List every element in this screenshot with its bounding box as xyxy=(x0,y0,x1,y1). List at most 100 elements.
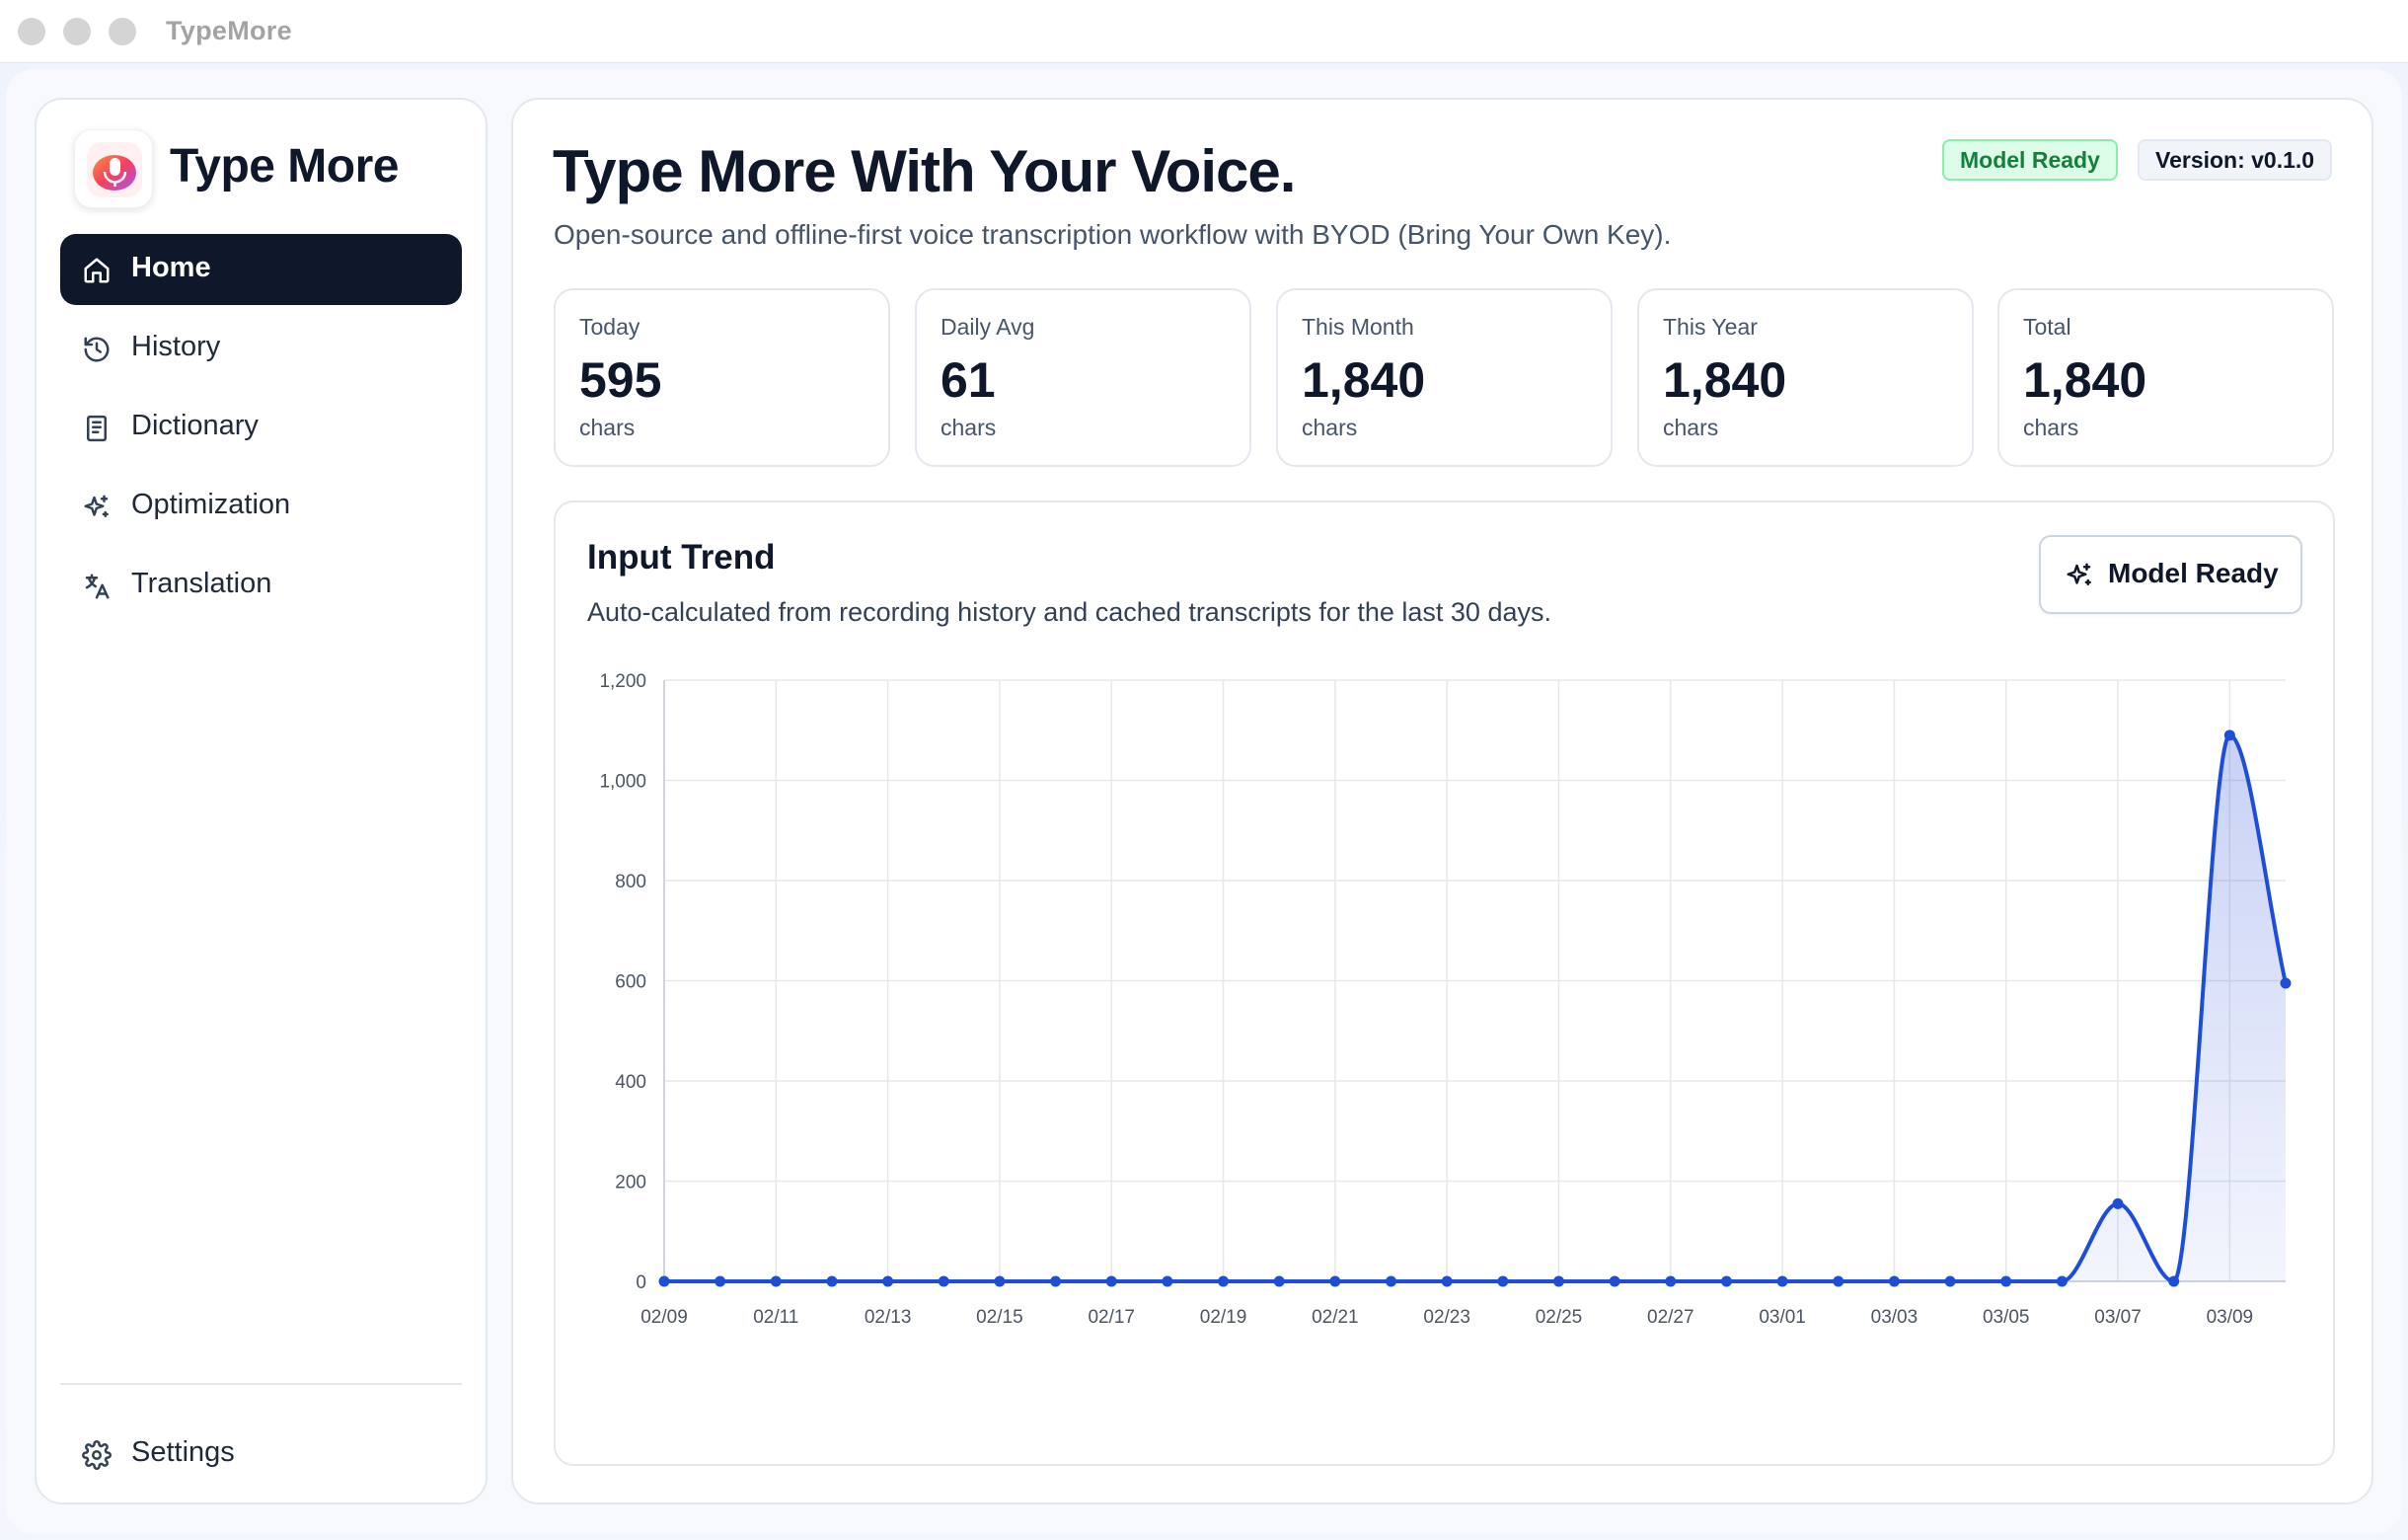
data-point xyxy=(1665,1275,1677,1287)
sidebar-item-history[interactable]: History xyxy=(60,313,462,384)
sidebar-item-dictionary[interactable]: Dictionary xyxy=(60,392,462,463)
page-title: Type More With Your Voice. xyxy=(553,138,1296,204)
stat-card-total: Total 1,840 chars xyxy=(1997,288,2334,467)
page-subtitle: Open-source and offline-first voice tran… xyxy=(554,219,1672,250)
stat-value: 1,840 xyxy=(1302,352,1426,408)
stat-card-daily-avg: Daily Avg 61 chars xyxy=(915,288,1251,467)
window-titlebar: TypeMore xyxy=(0,0,2408,63)
y-tick-label: 1,200 xyxy=(599,671,646,692)
data-point xyxy=(770,1275,782,1287)
app-logo xyxy=(74,129,153,208)
stat-unit: chars xyxy=(941,415,997,440)
data-point xyxy=(1386,1275,1397,1287)
x-tick-label: 03/07 xyxy=(2094,1307,2142,1328)
data-point xyxy=(1105,1275,1117,1287)
home-icon xyxy=(84,258,110,283)
microphone-logo-icon xyxy=(87,142,142,197)
x-tick-label: 02/21 xyxy=(1312,1307,1359,1328)
stat-label: This Year xyxy=(1663,314,1758,340)
series-area xyxy=(664,734,2286,1281)
data-point xyxy=(2000,1275,2012,1287)
version-badge: Version: v0.1.0 xyxy=(2138,139,2333,181)
y-tick-label: 200 xyxy=(615,1173,646,1194)
y-tick-label: 0 xyxy=(636,1272,646,1293)
data-point xyxy=(2280,977,2292,989)
stat-label: Daily Avg xyxy=(941,314,1035,340)
trend-title: Input Trend xyxy=(587,538,776,577)
data-point xyxy=(1944,1275,1956,1287)
x-tick-label: 02/09 xyxy=(640,1307,688,1328)
model-ready-button[interactable]: Model Ready xyxy=(2039,535,2302,614)
stat-label: This Month xyxy=(1302,314,1414,340)
data-point xyxy=(1497,1275,1509,1287)
model-status-badge: Model Ready xyxy=(1942,139,2118,181)
data-point xyxy=(1776,1275,1788,1287)
stat-value: 1,840 xyxy=(1663,352,1787,408)
x-tick-label: 02/11 xyxy=(753,1307,798,1328)
data-point xyxy=(1162,1275,1173,1287)
x-tick-label: 02/27 xyxy=(1647,1307,1694,1328)
x-tick-label: 02/17 xyxy=(1088,1307,1135,1328)
book-icon xyxy=(87,415,107,442)
stat-unit: chars xyxy=(1663,415,1719,440)
minimize-window-button[interactable] xyxy=(63,18,91,45)
stat-label: Today xyxy=(579,314,640,340)
data-point xyxy=(2056,1275,2068,1287)
x-tick-label: 03/09 xyxy=(2207,1307,2254,1328)
stat-label: Total xyxy=(2023,314,2071,340)
data-point xyxy=(1609,1275,1620,1287)
stat-value: 595 xyxy=(579,352,662,408)
x-tick-label: 02/25 xyxy=(1536,1307,1583,1328)
sidebar-item-home[interactable]: Home xyxy=(60,234,462,305)
app-name: Type More xyxy=(170,140,399,192)
window-title: TypeMore xyxy=(166,16,292,45)
data-point xyxy=(882,1275,894,1287)
sidebar-item-label: Settings xyxy=(131,1436,235,1468)
x-tick-label: 02/13 xyxy=(865,1307,912,1328)
sparkles-icon xyxy=(84,495,109,517)
data-point xyxy=(994,1275,1006,1287)
sidebar-item-label: History xyxy=(131,331,221,362)
data-point xyxy=(1218,1275,1230,1287)
input-trend-chart: 0 200 400 600 800 1,000 1,200 02/09 02/11 02/13 02… xyxy=(599,671,2292,1328)
sidebar: Type More Home History Dictionary Optimi… xyxy=(35,98,488,1504)
series-line xyxy=(663,732,2288,1283)
data-point xyxy=(658,1275,670,1287)
data-point xyxy=(1833,1275,1844,1287)
sidebar-divider xyxy=(60,1383,462,1385)
data-point xyxy=(715,1275,726,1287)
zoom-window-button[interactable] xyxy=(109,18,136,45)
stat-card-this-month: This Month 1,840 chars xyxy=(1276,288,1613,467)
stat-card-this-year: This Year 1,840 chars xyxy=(1637,288,1974,467)
gear-icon xyxy=(82,1440,112,1470)
data-point xyxy=(1720,1275,1732,1287)
data-point xyxy=(2223,730,2235,741)
x-tick-label: 03/05 xyxy=(1983,1307,2030,1328)
sidebar-item-label: Optimization xyxy=(131,489,291,520)
x-tick-label: 03/03 xyxy=(1871,1307,1919,1328)
input-trend-card: Input Trend Auto-calculated from recordi… xyxy=(554,500,2335,1466)
close-window-button[interactable] xyxy=(18,18,45,45)
sidebar-item-optimization[interactable]: Optimization xyxy=(60,471,462,542)
translate-icon xyxy=(85,574,110,599)
x-tick-label: 02/15 xyxy=(976,1307,1023,1328)
x-tick-label: 02/19 xyxy=(1200,1307,1247,1328)
sidebar-item-label: Translation xyxy=(131,568,272,599)
y-tick-label: 800 xyxy=(615,872,646,892)
sidebar-item-settings[interactable]: Settings xyxy=(60,1419,462,1490)
stat-unit: chars xyxy=(579,415,636,440)
data-point xyxy=(826,1275,838,1287)
history-icon xyxy=(84,337,110,362)
stat-unit: chars xyxy=(1302,415,1358,440)
stat-unit: chars xyxy=(2023,415,2079,440)
sidebar-item-translation[interactable]: Translation xyxy=(60,550,462,621)
sparkles-icon xyxy=(2067,563,2091,585)
x-tick-label: 02/23 xyxy=(1423,1307,1470,1328)
data-point xyxy=(1273,1275,1285,1287)
data-point xyxy=(1552,1275,1564,1287)
data-point xyxy=(1888,1275,1900,1287)
model-ready-button-label: Model Ready xyxy=(2108,558,2279,588)
trend-description: Auto-calculated from recording history a… xyxy=(587,597,1551,627)
main-panel: Type More With Your Voice. Open-source a… xyxy=(511,98,2373,1504)
y-tick-label: 400 xyxy=(615,1072,646,1093)
